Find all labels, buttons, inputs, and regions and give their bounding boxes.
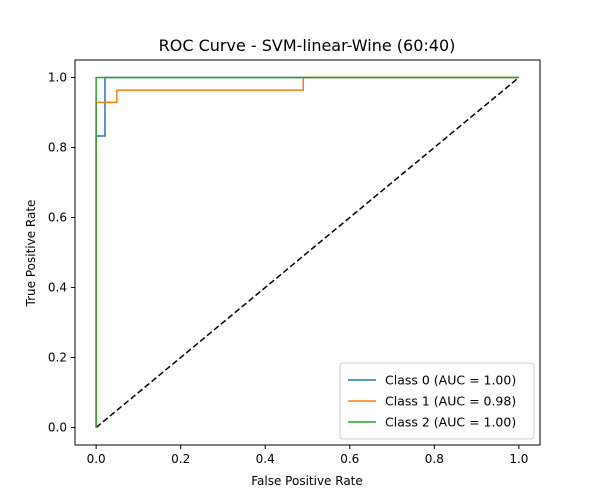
x-tick-label: 0.8 xyxy=(425,452,444,466)
x-tick-label: 0.4 xyxy=(256,452,275,466)
x-tick-label: 0.6 xyxy=(340,452,359,466)
plot-frame xyxy=(74,59,541,446)
y-axis-label: True Positive Rate xyxy=(24,200,38,308)
x-tick-label: 1.0 xyxy=(509,452,528,466)
y-tick-label: 0.4 xyxy=(48,281,67,295)
y-tick-label: 0.8 xyxy=(48,141,67,155)
chance-diagonal-line xyxy=(95,76,520,429)
x-tick-label: 0.0 xyxy=(87,452,106,466)
chart-title: ROC Curve - SVM-linear-Wine (60:40) xyxy=(159,36,456,55)
series-line-class-2 xyxy=(95,76,519,428)
y-tick-label: 0.6 xyxy=(48,211,67,225)
legend-box xyxy=(339,362,535,440)
y-tick-label: 0.0 xyxy=(48,421,67,435)
plot-area: 0.0 0.2 0.4 0.6 0.8 1.0 0.0 0.2 0.4 0.6 0.8 1.0 Clas… xyxy=(48,59,541,466)
y-tick-label: 1.0 xyxy=(48,71,67,85)
y-tick-label: 0.2 xyxy=(48,351,67,365)
legend-label-class-0: Class 0 (AUC = 1.00) xyxy=(385,373,516,388)
legend-label-class-2: Class 2 (AUC = 1.00) xyxy=(385,415,516,430)
x-tick-label: 0.2 xyxy=(171,452,190,466)
x-axis-label: False Positive Rate xyxy=(251,474,363,488)
legend-label-class-1: Class 1 (AUC = 0.98) xyxy=(385,394,516,409)
